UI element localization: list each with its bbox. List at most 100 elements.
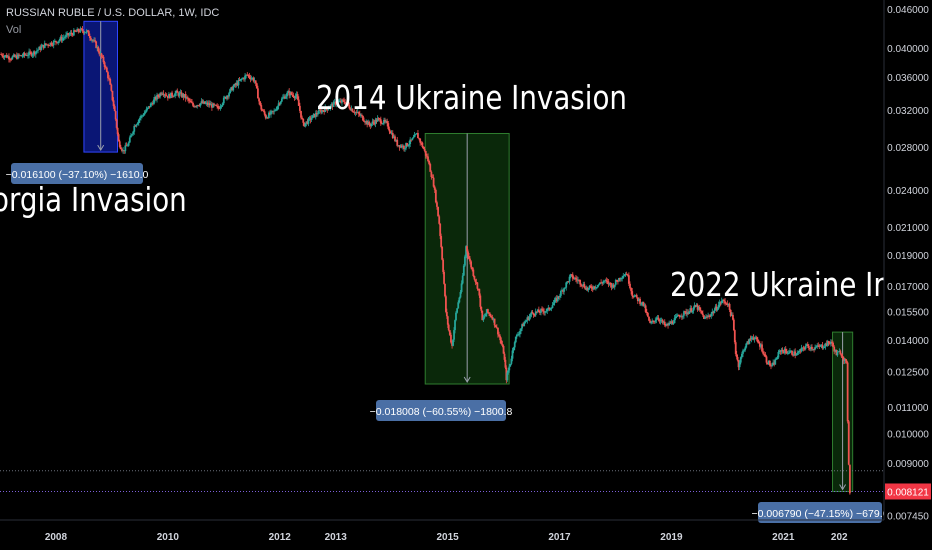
candle-body xyxy=(137,119,140,124)
candle-body xyxy=(413,134,416,138)
candle-body xyxy=(437,206,439,217)
candle-body xyxy=(543,311,546,313)
candle-body xyxy=(669,322,672,324)
candle-body xyxy=(643,305,646,307)
candle-body xyxy=(414,134,417,135)
candle-body xyxy=(409,139,412,144)
candle-body xyxy=(614,280,617,285)
candle-body xyxy=(768,360,771,366)
candle-body xyxy=(102,56,105,63)
candle-body xyxy=(475,282,478,283)
candle-body xyxy=(31,54,34,56)
candle-body xyxy=(178,92,181,96)
candle-body xyxy=(841,356,844,358)
candle-body xyxy=(440,236,443,248)
candle-body xyxy=(429,164,432,172)
last-price-label: 0.008121 xyxy=(887,487,929,498)
candle-body xyxy=(739,357,742,363)
candle-body xyxy=(24,54,27,56)
candle-body xyxy=(528,316,531,320)
candle-body xyxy=(318,109,320,114)
candle-body xyxy=(609,282,612,285)
candle-body xyxy=(376,118,379,122)
candle-body xyxy=(188,100,191,102)
candle-body xyxy=(220,105,223,107)
candle-body xyxy=(395,139,398,142)
candle-body xyxy=(372,121,375,123)
candle-body xyxy=(843,359,846,361)
candle-body xyxy=(351,108,354,112)
candle-body xyxy=(608,282,611,285)
candle-body xyxy=(232,86,235,91)
candle-body xyxy=(582,284,585,286)
candle-body xyxy=(446,316,449,325)
candle-body xyxy=(284,96,286,99)
candles-group xyxy=(0,26,851,495)
candle-body xyxy=(707,315,710,317)
candle-body xyxy=(289,92,292,96)
candle-body xyxy=(661,319,664,323)
candle-body xyxy=(458,297,461,303)
candle-body xyxy=(578,279,580,281)
candle-body xyxy=(231,87,234,91)
candle-body xyxy=(527,317,530,320)
candle-body xyxy=(587,287,590,290)
candle-body xyxy=(176,90,179,93)
candle-body xyxy=(522,324,525,327)
candle-body xyxy=(799,350,802,352)
candle-body xyxy=(194,106,197,108)
annotation-text-1: 2014 Ukraine Invasion xyxy=(316,80,627,118)
candle-body xyxy=(138,118,141,120)
candle-body xyxy=(420,142,423,144)
candle-body xyxy=(228,93,230,97)
candle-body xyxy=(427,156,429,162)
candle-body xyxy=(752,337,755,340)
candle-body xyxy=(754,337,757,339)
candle-body xyxy=(337,101,340,103)
candle-body xyxy=(662,321,665,323)
candle-body xyxy=(338,100,341,102)
candle-body xyxy=(172,96,174,97)
candle-body xyxy=(62,37,65,39)
price-axis-bg xyxy=(884,0,932,550)
candle-body xyxy=(222,97,225,104)
candle-body xyxy=(113,106,116,112)
candle-body xyxy=(596,287,598,288)
candle-body xyxy=(726,303,729,305)
candle-body xyxy=(480,306,483,311)
candle-body xyxy=(353,112,356,114)
candle-body xyxy=(654,320,657,322)
candle-body xyxy=(709,316,712,317)
candle-body xyxy=(142,115,145,117)
candle-body xyxy=(646,313,649,317)
candle-body xyxy=(655,319,658,321)
candle-body xyxy=(701,313,704,316)
candle-body xyxy=(304,123,307,127)
candle-body xyxy=(75,31,77,33)
x-tick-label: 2012 xyxy=(269,532,292,543)
candle-body xyxy=(485,309,488,315)
candle-body xyxy=(408,143,411,146)
candle-body xyxy=(346,102,349,104)
measure-arrowhead-1 xyxy=(463,376,471,383)
candle-body xyxy=(300,110,302,118)
candle-body xyxy=(747,341,750,344)
candle-body xyxy=(29,51,32,53)
candle-body xyxy=(223,96,226,98)
candle-body xyxy=(419,138,422,143)
candle-body xyxy=(765,356,768,363)
candle-body xyxy=(778,350,781,353)
candle-body xyxy=(361,115,363,116)
y-tick-label: 0.007450 xyxy=(887,511,929,522)
candle-body xyxy=(732,319,735,331)
candle-body xyxy=(638,298,640,301)
candle-body xyxy=(444,283,446,297)
candle-body xyxy=(794,351,797,356)
candle-body xyxy=(559,290,562,296)
candle-body xyxy=(512,347,515,351)
candle-body xyxy=(611,284,614,288)
candle-body xyxy=(343,100,345,103)
candle-body xyxy=(109,78,112,85)
candle-body xyxy=(802,347,805,349)
